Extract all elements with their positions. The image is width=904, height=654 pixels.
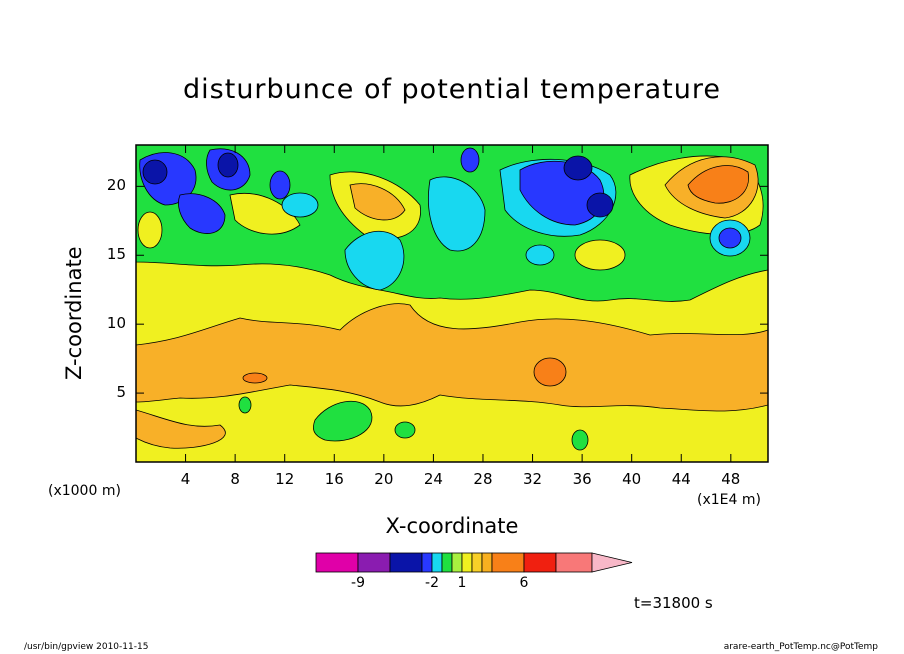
plot-frame xyxy=(135,144,769,463)
colorbar-segment xyxy=(523,552,557,573)
footer-left: /usr/bin/gpview 2010-11-15 xyxy=(24,642,149,652)
cold-core xyxy=(563,155,593,181)
colorbar-segment xyxy=(451,552,463,573)
warm-island xyxy=(349,183,406,221)
x-scale-right: (x1E4 m) xyxy=(697,492,761,508)
x-tick-label: 28 xyxy=(473,470,493,488)
colorbar-label: 1 xyxy=(457,575,467,591)
cool-patch xyxy=(571,429,589,451)
hot-core xyxy=(687,165,749,204)
colorbar-segment xyxy=(441,552,453,573)
x-tick-label: 40 xyxy=(622,470,642,488)
warm-core xyxy=(533,357,567,387)
y-tick-label: 15 xyxy=(106,245,126,264)
cool-patch xyxy=(394,421,416,439)
cold-region xyxy=(178,193,226,234)
y-axis-label: Z-coordinate xyxy=(62,246,86,380)
x-tick-label: 20 xyxy=(374,470,394,488)
x-axis-label: X-coordinate xyxy=(385,514,519,538)
cold-region xyxy=(344,231,405,291)
cool-patch xyxy=(313,401,373,442)
y-tick-label: 20 xyxy=(106,176,126,195)
x-tick-label: 4 xyxy=(180,470,191,488)
y-tick-label: 5 xyxy=(116,383,126,402)
colorbar-segment xyxy=(471,552,483,573)
colorbar xyxy=(315,552,633,573)
x-scale-left: (x1000 m) xyxy=(48,483,121,499)
warm-patch xyxy=(136,409,226,449)
cold-core xyxy=(217,152,239,178)
colorbar-label: 6 xyxy=(519,575,529,591)
warm-island xyxy=(574,239,626,271)
colorbar-segment xyxy=(491,552,525,573)
x-tick-label: 12 xyxy=(275,470,295,488)
colorbar-segment xyxy=(315,552,359,573)
cold-region xyxy=(718,227,742,249)
colorbar-segment xyxy=(555,552,593,573)
chart-title: disturbunce of potential temperature xyxy=(183,74,721,105)
colorbar-label: -2 xyxy=(425,575,439,591)
colorbar-segment xyxy=(481,552,493,573)
colorbar-segment xyxy=(357,552,391,573)
warm-band xyxy=(136,303,768,412)
x-tick-label: 36 xyxy=(572,470,592,488)
colorbar-arrow xyxy=(591,552,633,573)
x-tick-label: 32 xyxy=(523,470,543,488)
x-tick-label: 8 xyxy=(230,470,240,488)
cold-core xyxy=(586,192,614,218)
x-tick-label: 16 xyxy=(324,470,344,488)
contour-field xyxy=(136,145,768,462)
colorbar-segment xyxy=(431,552,443,573)
colorbar-label: -9 xyxy=(351,575,365,591)
y-tick-label: 10 xyxy=(106,314,126,333)
cool-patch xyxy=(238,396,252,414)
axis-ticks xyxy=(136,145,768,462)
x-tick-label: 48 xyxy=(721,470,741,488)
colorbar-segment xyxy=(461,552,473,573)
x-tick-label: 44 xyxy=(671,470,691,488)
x-tick-label: 24 xyxy=(423,470,443,488)
time-annotation: t=31800 s xyxy=(634,594,713,612)
cold-region xyxy=(525,244,555,266)
warm-island xyxy=(229,193,301,235)
cold-region xyxy=(281,192,319,218)
cold-region xyxy=(269,170,291,200)
warm-core xyxy=(242,372,268,384)
cold-region xyxy=(460,147,480,173)
cold-region xyxy=(428,176,486,252)
colorbar-segment xyxy=(421,552,433,573)
warm-island xyxy=(137,211,163,249)
cold-core xyxy=(142,159,168,185)
colorbar-segment xyxy=(389,552,423,573)
footer-right: arare-earth_PotTemp.nc@PotTemp xyxy=(723,642,878,652)
